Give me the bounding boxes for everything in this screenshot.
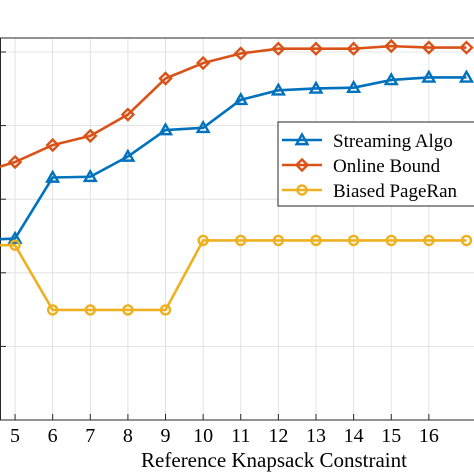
x-tick-label: 12 xyxy=(268,425,288,447)
data-point xyxy=(458,69,474,83)
data-point xyxy=(46,304,59,316)
data-point xyxy=(157,122,174,136)
axes xyxy=(0,37,474,421)
legend-item: Online Bound xyxy=(282,156,441,177)
legend: Streaming Algo Online Bound Biased PageRan xyxy=(277,121,474,207)
series-1 xyxy=(0,69,474,244)
data-point xyxy=(197,234,209,247)
data-point xyxy=(272,234,285,247)
data-point xyxy=(84,304,96,316)
x-axis-label: Reference Knapsack Constraint xyxy=(141,448,407,472)
data-point xyxy=(195,55,211,71)
data-point xyxy=(270,82,286,96)
data-point xyxy=(383,72,399,86)
data-point xyxy=(7,154,23,170)
data-point xyxy=(385,234,397,247)
data-point xyxy=(459,40,474,55)
legend-marker xyxy=(296,184,308,196)
legend-item: Biased PageRan xyxy=(282,181,458,202)
data-point xyxy=(460,234,473,247)
data-point xyxy=(233,46,248,61)
data-point xyxy=(82,168,98,183)
x-tick-label: 5 xyxy=(10,425,20,447)
data-point xyxy=(308,41,324,56)
grid-lines xyxy=(0,38,474,420)
x-tick-label: 8 xyxy=(123,425,133,447)
x-tick-label: 16 xyxy=(419,425,439,447)
x-tick-label: 14 xyxy=(344,425,364,447)
data-point xyxy=(159,304,172,316)
data-point xyxy=(120,107,136,122)
legend-label: Streaming Algo xyxy=(333,131,453,152)
data-point xyxy=(423,234,435,247)
series-group xyxy=(0,38,474,316)
data-point xyxy=(9,239,21,251)
x-tick-labels: 5 6 7 8 9 10 11 12 13 14 15 16 xyxy=(10,425,439,447)
data-point xyxy=(310,234,322,247)
legend-marker xyxy=(294,132,310,146)
data-point xyxy=(158,71,173,86)
legend-label: Online Bound xyxy=(333,156,441,177)
data-point xyxy=(195,119,211,134)
data-point xyxy=(308,80,324,94)
legend-marker xyxy=(294,157,310,173)
x-tick-label: 13 xyxy=(306,425,326,447)
data-point xyxy=(83,128,98,144)
x-tick-label: 6 xyxy=(48,425,58,447)
data-point xyxy=(346,79,362,94)
data-point xyxy=(45,137,60,153)
x-tick-label: 15 xyxy=(381,425,401,447)
data-point xyxy=(346,41,361,56)
x-tick-label: 11 xyxy=(231,425,250,447)
data-point xyxy=(421,40,437,55)
data-point xyxy=(120,148,136,162)
x-tick-label: 7 xyxy=(85,425,95,447)
x-tick-label: 9 xyxy=(161,425,171,447)
data-point xyxy=(384,38,399,54)
x-tick-label: 10 xyxy=(193,425,213,447)
data-point xyxy=(233,91,249,106)
data-point xyxy=(7,230,23,244)
data-point xyxy=(122,304,134,316)
data-point xyxy=(45,169,61,183)
data-point xyxy=(347,234,360,247)
series-line xyxy=(0,239,467,312)
legend-label: Biased PageRan xyxy=(333,181,458,202)
series-3 xyxy=(0,234,473,316)
data-point xyxy=(235,234,247,247)
data-point xyxy=(271,41,286,56)
legend-item: Streaming Algo xyxy=(282,131,453,152)
series-line xyxy=(0,76,467,241)
data-point xyxy=(421,69,437,83)
series-2 xyxy=(0,38,474,170)
